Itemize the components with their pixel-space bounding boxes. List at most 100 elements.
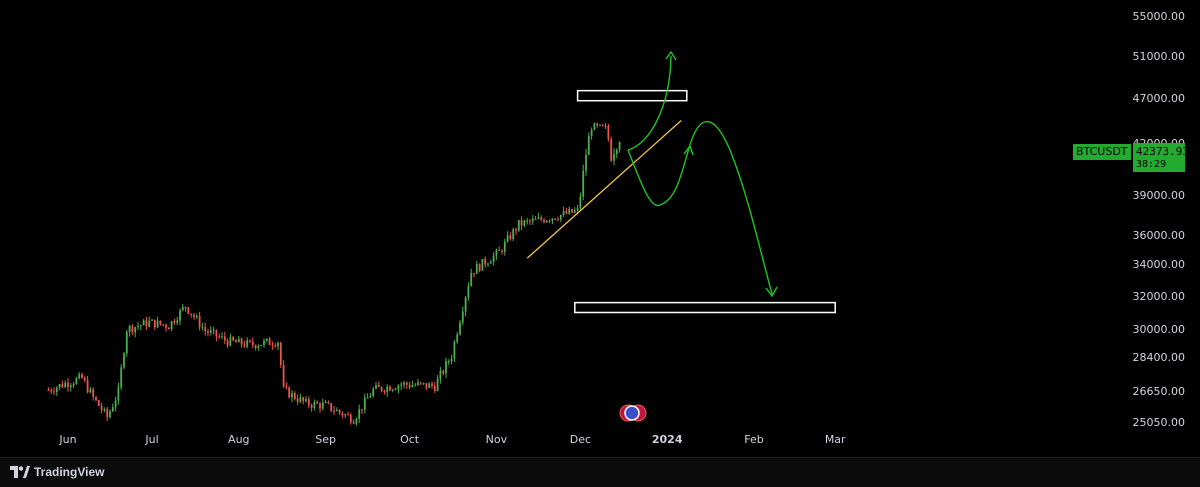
candle xyxy=(195,313,198,320)
event-icons[interactable] xyxy=(619,404,647,422)
candle xyxy=(358,404,361,424)
candle xyxy=(562,206,565,217)
candle xyxy=(50,387,53,394)
candle xyxy=(319,401,321,413)
candle xyxy=(139,324,142,330)
candle xyxy=(282,360,285,389)
candle xyxy=(204,322,207,336)
candle xyxy=(293,391,296,401)
time-tick-label: Sep xyxy=(315,433,336,446)
candle xyxy=(543,218,545,224)
candle xyxy=(461,306,464,326)
candle xyxy=(120,364,123,391)
candle xyxy=(349,412,352,425)
candle xyxy=(481,258,484,271)
time-tick-label: Nov xyxy=(486,433,508,446)
candle xyxy=(414,382,417,387)
candle xyxy=(159,320,162,326)
candle xyxy=(503,238,506,256)
trendline[interactable] xyxy=(526,120,682,259)
candle xyxy=(397,384,400,394)
candle xyxy=(470,268,473,287)
pullback-projection-arrow[interactable] xyxy=(627,147,690,207)
last-price: 42373.93 xyxy=(1136,145,1189,158)
candle xyxy=(436,375,439,392)
candle xyxy=(459,319,461,336)
candle xyxy=(579,192,582,212)
candle xyxy=(97,399,100,407)
candle xyxy=(433,382,436,394)
price-tick-label: 47000.00 xyxy=(1133,92,1186,105)
price-tick-label: 30000.00 xyxy=(1133,323,1186,336)
candle xyxy=(601,124,604,127)
candle xyxy=(506,231,509,243)
candle xyxy=(369,393,372,398)
candle xyxy=(307,396,310,409)
candle xyxy=(439,366,442,384)
bullish-projection-arrow[interactable] xyxy=(627,55,672,151)
candle xyxy=(473,273,475,278)
candle xyxy=(478,263,481,273)
candle xyxy=(305,396,307,403)
candle xyxy=(212,326,215,335)
candle xyxy=(453,340,456,363)
candle xyxy=(375,382,377,390)
candle xyxy=(165,323,167,332)
candle xyxy=(540,215,543,222)
candle xyxy=(531,214,534,225)
candle-countdown: 38:29 xyxy=(1136,159,1167,170)
candle xyxy=(53,387,55,395)
candle xyxy=(246,337,249,349)
candle xyxy=(201,322,204,331)
candle xyxy=(190,313,193,318)
candle xyxy=(321,398,324,411)
candle xyxy=(573,207,576,214)
candle xyxy=(117,382,120,405)
price-tick-label: 32000.00 xyxy=(1133,290,1186,303)
candle xyxy=(111,403,114,412)
candle xyxy=(58,383,61,391)
candle xyxy=(615,148,618,159)
candle xyxy=(484,256,487,268)
candle xyxy=(184,306,187,312)
candle xyxy=(274,342,277,348)
candle xyxy=(344,413,347,419)
candle xyxy=(134,326,137,338)
candle xyxy=(187,306,190,315)
candle xyxy=(417,378,419,387)
candle xyxy=(431,381,433,389)
candle xyxy=(587,132,590,155)
candle xyxy=(55,386,58,396)
candle xyxy=(179,308,181,326)
time-tick-label: Jul xyxy=(144,433,158,446)
candle xyxy=(288,386,291,399)
candle xyxy=(408,381,411,390)
candle xyxy=(467,282,470,301)
candle xyxy=(520,216,523,231)
candle xyxy=(123,351,125,370)
candle xyxy=(327,400,330,405)
candle xyxy=(254,344,257,351)
time-tick-label: Feb xyxy=(744,433,763,446)
candle xyxy=(302,396,305,405)
candle xyxy=(279,341,282,369)
candle xyxy=(551,218,554,225)
candle xyxy=(582,164,585,201)
candle xyxy=(372,386,375,398)
resistance-zone-box[interactable] xyxy=(576,89,688,102)
candle xyxy=(512,227,515,242)
candle xyxy=(268,336,271,346)
price-chart[interactable]: 55000.0051000.0047000.0042000.0039000.00… xyxy=(0,0,1200,457)
candle xyxy=(447,359,450,366)
support-zone-box[interactable] xyxy=(574,301,836,314)
price-tick-label: 51000.00 xyxy=(1133,50,1186,63)
candle xyxy=(324,399,327,404)
price-tick-label: 36000.00 xyxy=(1133,229,1186,242)
bearish-projection-arrow[interactable] xyxy=(688,120,773,295)
candle xyxy=(501,249,503,255)
tradingview-logo[interactable]: TradingView xyxy=(10,463,104,481)
candle xyxy=(411,380,414,388)
candle xyxy=(559,214,562,223)
candle xyxy=(162,324,165,327)
